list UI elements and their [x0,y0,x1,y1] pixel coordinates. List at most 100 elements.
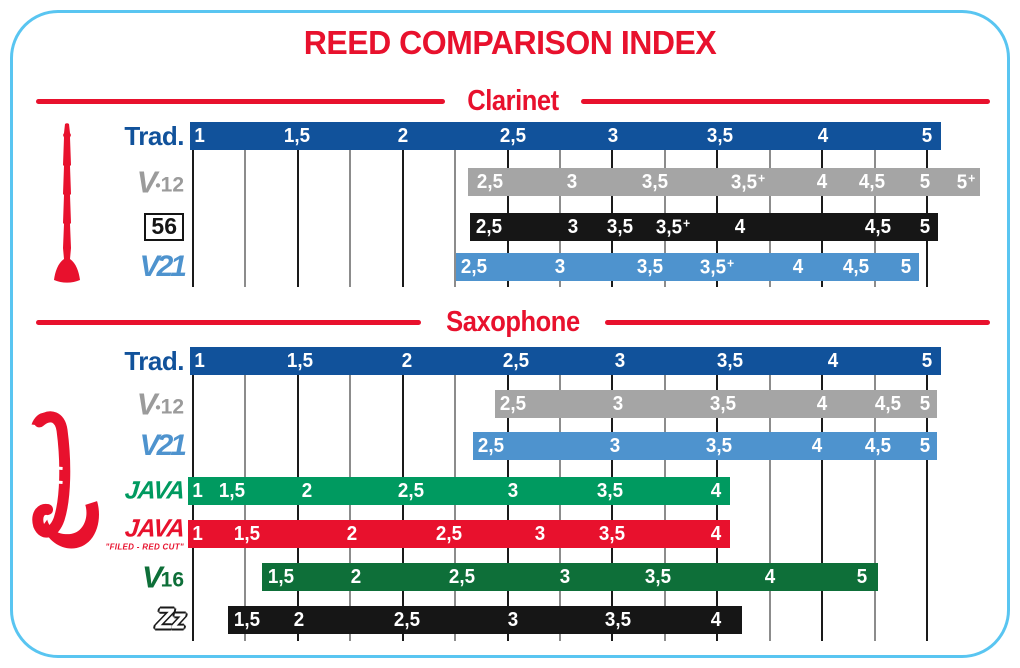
header-line-right [604,319,990,325]
strength-value: 3,5 [641,171,669,193]
section-header-saxophone: Saxophone [36,305,990,338]
strength-value: 3,5+ [655,215,691,239]
plus-sign: + [968,170,976,186]
clarinet-icon [54,123,80,283]
strength-value: 3,5 [596,480,624,502]
brand-label-part: Zz [155,603,186,636]
strength-bar-v12: 2,5 3 3,5 4 4,5 5 [495,390,937,418]
strength-value: 4,5 [858,171,886,193]
tick-line [349,150,352,287]
strength-bar-traditional: 1 1,5 2 2,5 3 3,5 4 5 [190,122,941,150]
brand-label-part: Trad. [124,346,184,376]
brand-label-v12: V•12 [0,167,184,198]
strength-value: 3,5+ [730,170,766,194]
brand-label-part: V [136,164,158,200]
card-border [10,10,1010,658]
brand-label-java-filed-red-cut: JAVA "FILED - RED CUT" [0,514,186,552]
brand-label-part: Trad. [124,121,184,151]
brand-label-part: 12 [160,173,184,197]
strength-value: 5 [919,171,931,193]
strength-value: 5 [921,125,933,147]
strength-value: 3 [559,566,571,588]
strength-value: 3,5 [604,609,632,631]
strength-value: 4 [710,480,722,502]
strength-value: 5 [919,435,931,457]
strength-value: 5 [900,256,912,278]
strength-value: 2,5 [475,216,503,238]
strength-value: 4 [816,171,828,193]
brand-label-part: V21 [139,250,187,283]
strength-value: 2 [293,609,305,631]
tick-line [401,150,404,287]
strength-value: 3,5 [598,523,626,545]
strength-value: 3 [614,350,626,372]
strength-value: 3 [507,480,519,502]
strength-bar-v12: 2,5 3 3,5 3,5+ 4 4,5 5 5+ [468,168,980,196]
strength-value: 2,5 [476,171,504,193]
tick-line [296,375,299,641]
strength-value: 1,5 [267,566,295,588]
brand-label-part: JAVA [123,476,186,505]
strength-value: 3 [507,609,519,631]
brand-label-v21: V21 [0,250,187,283]
strength-value: 4,5 [864,435,892,457]
strength-value: 4 [710,609,722,631]
brand-label-java: JAVA [0,476,186,505]
brand-label-part: V21 [139,429,187,462]
strength-value: 4,5 [864,216,892,238]
brand-label-part: JAVA [123,514,186,543]
brand-label-part: 16 [160,568,184,592]
strength-value: 3 [607,125,619,147]
strength-value: 2 [346,523,358,545]
strength-value: 3,5 [706,125,734,147]
strength-value: 2 [397,125,409,147]
brand-label-v16: V16 [0,562,184,593]
strength-value: 4 [792,256,804,278]
strength-value: 2,5 [393,609,421,631]
strength-value: 4 [734,216,746,238]
strength-value: 3 [566,171,578,193]
header-line-left [36,319,422,325]
strength-value: 3 [612,393,624,415]
strength-value: 4 [827,350,839,372]
brand-label-zz: Zz [0,603,186,636]
strength-value: 1 [192,523,203,545]
section-title-clarinet: Clarinet [467,84,559,117]
brand-label-part: "FILED - RED CUT" [105,542,184,552]
tick-line [454,375,457,641]
tick-line [244,150,247,287]
strength-bar-v21: 2,5 3 3,5 4 4,5 5 [473,432,937,460]
tick-line [611,375,614,641]
tick-line [192,150,194,287]
tick-line [454,150,457,287]
tick-line [821,375,824,641]
brand-label-part: • [155,177,161,195]
header-line-left [36,98,446,104]
strength-value: 3,5+ [699,255,735,279]
strength-value: 1 [194,125,205,147]
strength-value: 4 [764,566,776,588]
strength-value: 4 [816,393,828,415]
strength-bar-zz: 1,5 2 2,5 3 3,5 4 [228,606,742,634]
brand-label-56: 56 [0,213,184,241]
tick-line [349,375,352,641]
strength-value: 3,5 [716,350,744,372]
brand-label-part: V [136,386,158,422]
section-title-saxophone: Saxophone [446,305,580,338]
strength-value: 2,5 [460,256,488,278]
tick-line [559,375,561,641]
brand-label-v21: V21 [0,429,187,462]
strength-value: 2,5 [435,523,463,545]
strength-bar-v21: 2,5 3 3,5 3,5+ 4 4,5 5 [456,253,919,281]
strength-value: 1,5 [218,480,246,502]
strength-bar-v16: 1,5 2 2,5 3 3,5 4 5 [262,563,878,591]
strength-value: 2 [401,350,413,372]
strength-value: 3,5 [705,435,733,457]
brand-label-v12: V•12 [0,389,184,420]
tick-line [873,375,876,641]
strength-value: 5+ [956,170,976,194]
strength-value: 3,5 [636,256,664,278]
header-line-right [581,98,991,104]
plus-sign: + [757,170,766,186]
strength-bar-traditional: 1 1,5 2 2,5 3 3,5 4 5 [190,347,941,375]
